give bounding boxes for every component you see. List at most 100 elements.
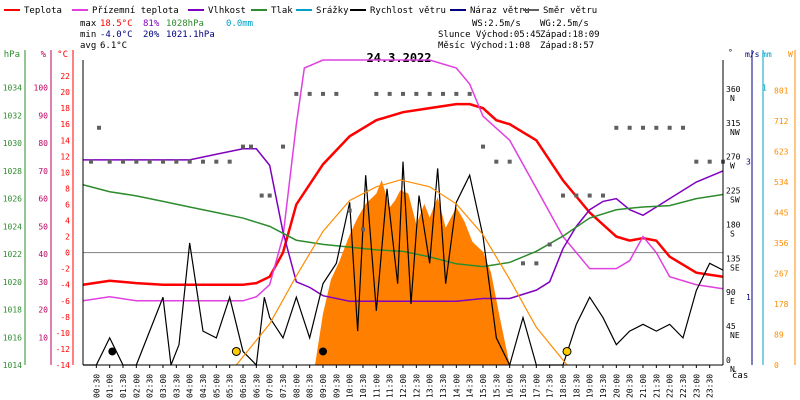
direction-point xyxy=(187,159,192,164)
x-tick-label: 18:30 xyxy=(572,374,581,398)
stat-max-hum: 81% xyxy=(143,19,160,29)
x-tick-label: 06:30 xyxy=(252,374,261,398)
x-tick-label: 21:00 xyxy=(639,374,648,398)
direction-point xyxy=(587,193,592,198)
axis-pressure-tick: 1022 xyxy=(3,250,22,259)
axis-pressure-tick: 1026 xyxy=(3,195,22,204)
x-axis-label: čas xyxy=(732,370,748,381)
axis-humidity-label: % xyxy=(41,50,47,60)
axis-direction-dir: NW xyxy=(730,128,740,137)
x-tick-label: 02:30 xyxy=(146,374,155,398)
series-slunce xyxy=(235,179,568,366)
axis-humidity-tick: 30 xyxy=(38,278,48,287)
axis-temperature-tick: -4 xyxy=(60,281,70,290)
axis-pressure-tick: 1030 xyxy=(3,139,22,148)
x-tick-label: 12:00 xyxy=(399,374,408,398)
axis-pressure-tick: 1024 xyxy=(3,222,22,231)
direction-point xyxy=(534,261,539,266)
x-tick-label: 19:30 xyxy=(599,374,608,398)
x-tick-label: 10:30 xyxy=(359,374,368,398)
x-tick-label: 18:00 xyxy=(559,374,568,398)
direction-point xyxy=(259,193,264,198)
x-tick-label: 01:00 xyxy=(106,374,115,398)
x-tick-label: 07:00 xyxy=(266,374,275,398)
direction-point xyxy=(134,159,139,164)
axis-pressure-tick: 1032 xyxy=(3,111,22,120)
stat-moon-set: Západ:8:57 xyxy=(540,41,594,51)
x-tick-label: 04:30 xyxy=(199,374,208,398)
axis-wind-label: m/s xyxy=(745,50,760,59)
x-tick-label: 21:30 xyxy=(652,374,661,398)
x-tick-label: 09:30 xyxy=(332,374,341,398)
axis-rain-tick: 1 xyxy=(762,84,767,93)
direction-point xyxy=(321,91,325,96)
stat-avg-temp: 6.1°C xyxy=(100,41,127,51)
axis-direction-dir: N xyxy=(730,365,735,374)
axis-temperature-tick: 2 xyxy=(65,233,70,242)
axis-direction-deg: 225 xyxy=(726,187,741,196)
axis-solar-tick: 623 xyxy=(774,148,789,157)
x-tick-label: 10:00 xyxy=(346,374,355,398)
legend-label: Vlhkost xyxy=(208,6,246,16)
direction-point xyxy=(441,91,445,96)
stat-wg: WG:2.5m/s xyxy=(540,19,589,29)
x-tick-label: 03:00 xyxy=(159,374,168,398)
direction-point xyxy=(201,159,205,164)
solar-area xyxy=(315,179,510,365)
x-tick-label: 17:30 xyxy=(546,374,555,398)
direction-point xyxy=(481,144,485,149)
axis-humidity-tick: 10 xyxy=(38,333,48,342)
axis-solar-tick: 445 xyxy=(774,209,789,218)
x-tick-label: 11:00 xyxy=(372,374,381,398)
x-tick-label: 13:30 xyxy=(439,374,448,398)
moon-marker xyxy=(108,347,117,356)
axis-direction-deg: 180 xyxy=(726,220,741,229)
axis-wind-tick: 3 xyxy=(746,158,751,167)
x-tick-label: 13:00 xyxy=(426,374,435,398)
axis-humidity-tick: 40 xyxy=(38,250,48,259)
series-vlhkost xyxy=(83,147,724,302)
x-tick-label: 05:30 xyxy=(226,374,235,398)
x-tick-label: 04:00 xyxy=(186,374,195,398)
direction-point xyxy=(307,91,312,96)
axis-direction-deg: 0 xyxy=(726,356,731,365)
axis-humidity-tick: 100 xyxy=(34,84,49,93)
x-tick-label: 00:30 xyxy=(92,374,101,398)
x-tick-label: 01:30 xyxy=(119,374,128,398)
x-tick-label: 23:30 xyxy=(706,374,715,398)
direction-point xyxy=(601,193,605,198)
direction-point xyxy=(627,125,632,130)
axis-solar-tick: 89 xyxy=(774,331,784,340)
axis-pressure-tick: 1028 xyxy=(3,167,22,176)
legend-label: Tlak xyxy=(271,6,293,16)
x-tick-label: 19:00 xyxy=(586,374,595,398)
x-tick-label: 22:00 xyxy=(666,374,675,398)
series-tlak xyxy=(82,184,724,268)
direction-point xyxy=(267,193,272,198)
axis-humidity-tick: 20 xyxy=(38,306,48,315)
stat-sun-set: Západ:18:09 xyxy=(540,30,600,40)
direction-point xyxy=(387,91,392,96)
direction-point xyxy=(281,144,285,149)
axis-solar-tick: 178 xyxy=(774,300,789,309)
stat-avg-label: avg xyxy=(80,41,96,51)
x-tick-label: 09:00 xyxy=(319,374,328,398)
axis-direction-label: ° xyxy=(728,48,733,57)
stat-min-temp: -4.0°C xyxy=(100,30,133,40)
axis-direction-deg: 45 xyxy=(726,322,736,331)
direction-point xyxy=(147,159,152,164)
moon-marker xyxy=(319,347,327,356)
stat-sun-rise: Slunce Východ:05:45 xyxy=(438,30,541,40)
direction-point xyxy=(161,159,165,164)
direction-point xyxy=(374,91,379,96)
axis-direction-dir: E xyxy=(730,297,735,306)
direction-point xyxy=(507,159,512,164)
axis-humidity-tick: 70 xyxy=(38,167,48,176)
direction-point xyxy=(561,193,565,198)
stat-min-press: 1021.1hPa xyxy=(166,30,215,40)
direction-point xyxy=(614,125,619,130)
axis-temperature-tick: 4 xyxy=(65,217,70,226)
axis-temperature-tick: 22 xyxy=(60,72,70,81)
axis-temperature-tick: -2 xyxy=(60,265,70,274)
direction-point xyxy=(694,159,699,164)
